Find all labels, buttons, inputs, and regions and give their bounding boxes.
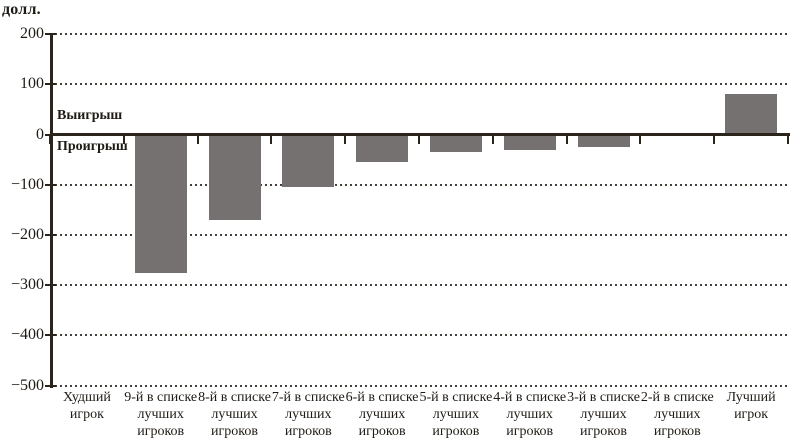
x-tick	[713, 134, 716, 144]
x-category-label-9: Лучший игрок	[726, 390, 776, 422]
x-tick	[787, 134, 789, 144]
gridline--400	[50, 334, 788, 337]
y-tick-label--200: −200	[10, 225, 44, 243]
y-tick--200	[45, 233, 56, 236]
bar-8-й в списке лучших игроков	[208, 134, 261, 220]
x-category-label-5: 5-й в списке лучших игроков	[419, 390, 493, 439]
x-category-label-2: 8-й в списке лучших игроков	[198, 390, 271, 439]
x-tick	[491, 134, 494, 144]
y-axis-unit-label: долл.	[2, 1, 41, 18]
x-category-label-3: 7-й в списке лучших игроков	[271, 390, 345, 439]
gridline--200	[50, 233, 788, 236]
x-category-label-6: 4-й в списке лучших игроков	[493, 390, 567, 439]
y-tick-label-200: 200	[20, 25, 44, 43]
x-tick	[565, 134, 568, 144]
bar-7-й в списке лучших игроков	[282, 134, 335, 188]
y-tick-label--100: −100	[10, 175, 44, 193]
x-tick	[418, 134, 420, 144]
y-tick-label--500: −500	[10, 376, 44, 394]
y-tick--500	[45, 384, 56, 387]
loss-annotation: Проигрыш	[57, 139, 128, 154]
gridline-100	[50, 83, 788, 86]
bar-6-й в списке лучших игроков	[356, 134, 409, 163]
y-tick-200	[45, 33, 56, 36]
y-tick--100	[45, 183, 56, 186]
x-category-label-8: 2-й в списке лучших игроков	[640, 390, 714, 439]
y-tick--400	[45, 334, 56, 337]
x-tick	[344, 134, 347, 144]
x-tick	[122, 134, 125, 144]
win-annotation: Выигрыш	[57, 108, 123, 123]
x-tick	[196, 134, 199, 144]
bar-3-й в списке лучших игроков	[577, 134, 630, 148]
gridline-200	[50, 33, 788, 36]
x-category-label-0: Худший игрок	[62, 390, 111, 422]
x-category-label-7: 3-й в списке лучших игроков	[567, 390, 640, 439]
bar-5-й в списке лучших игроков	[429, 134, 482, 153]
y-tick--300	[45, 284, 56, 287]
zero-axis-line	[50, 133, 790, 136]
y-tick-100	[45, 83, 56, 86]
y-tick-label-0: 0	[36, 125, 44, 143]
bar-Лучший игрок	[725, 94, 778, 135]
x-tick	[639, 134, 642, 144]
bar-4-й в списке лучших игроков	[503, 134, 556, 150]
y-tick-label-100: 100	[20, 75, 44, 93]
bar-9-й в списке лучших игроков	[134, 134, 187, 273]
gridline--500	[50, 384, 788, 387]
y-axis-line	[50, 33, 53, 388]
x-category-label-1: 9-й в списке лучших игроков	[124, 390, 198, 439]
x-category-label-4: 6-й в списке лучших игроков	[345, 390, 419, 439]
y-tick-label--300: −300	[10, 276, 44, 294]
gridline--100	[50, 183, 788, 186]
gridline--300	[50, 284, 788, 287]
x-tick	[270, 134, 273, 144]
x-tick	[49, 134, 51, 144]
y-tick-label--400: −400	[10, 326, 44, 344]
